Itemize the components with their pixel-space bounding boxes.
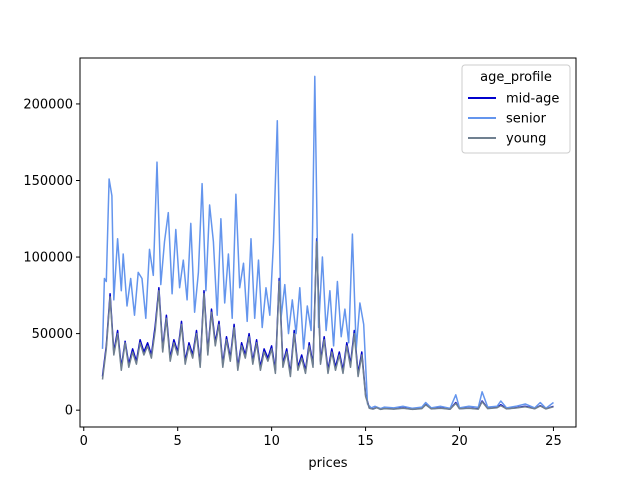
x-axis-label: prices (308, 456, 347, 471)
legend-box (461, 64, 571, 154)
legend-entry-senior: senior (506, 112, 547, 127)
x-tick-label: 15 (357, 434, 374, 449)
x-tick-label: 10 (263, 434, 280, 449)
legend-title: age_profile (480, 70, 552, 85)
series-line-young (101, 240, 554, 411)
series-layer (101, 75, 554, 411)
y-axis: 0 50000 100000 150000 200000 (23, 97, 80, 419)
x-tick-label: 5 (174, 434, 182, 449)
legend-entry-mid-age: mid-age (506, 92, 559, 107)
x-tick-label: 0 (80, 434, 88, 449)
axes-frame (79, 57, 577, 428)
y-tick-label: 50000 (32, 327, 73, 342)
legend-entry-young: young (506, 132, 546, 147)
x-axis: 0 5 10 15 20 25 (80, 427, 562, 449)
legend: age_profile mid-age senior young (461, 64, 571, 154)
y-tick-label: 150000 (23, 174, 73, 189)
y-tick-label: 200000 (23, 97, 73, 112)
y-tick-label: 0 (65, 404, 73, 419)
x-tick-label: 25 (545, 434, 562, 449)
y-tick-label: 100000 (23, 251, 73, 266)
x-tick-label: 20 (451, 434, 468, 449)
